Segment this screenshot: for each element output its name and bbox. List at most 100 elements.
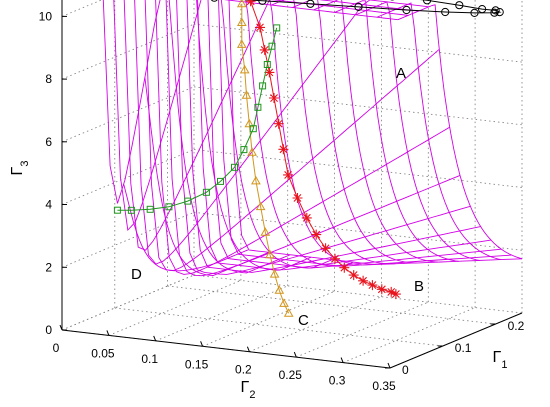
surface-line — [229, 0, 354, 267]
x-tick-label: 0 — [402, 363, 409, 377]
grid-line — [202, 290, 335, 347]
data-point-b — [376, 284, 387, 295]
y-tick-label: 0.2 — [235, 363, 252, 377]
data-point-d — [263, 61, 271, 68]
grid-line — [167, 285, 496, 325]
curve-label-d: D — [131, 266, 142, 283]
data-point-a — [491, 6, 500, 15]
grid-line — [108, 280, 242, 336]
data-point-c — [279, 298, 289, 307]
grid-line — [61, 149, 195, 205]
y-axis-line — [61, 329, 391, 369]
grid-line — [342, 307, 476, 363]
data-point-d — [240, 146, 248, 154]
z-tick-label: 8 — [45, 72, 52, 86]
surface-line — [123, 184, 249, 272]
x-axis-line — [389, 312, 523, 369]
surface-line — [197, 0, 492, 271]
data-point-b — [311, 229, 322, 240]
surface-line — [292, 0, 417, 264]
grid-line — [249, 296, 382, 353]
data-point-a — [354, 2, 363, 11]
grid-line — [193, 86, 523, 126]
z-axis-title: Γ3 — [9, 161, 31, 176]
data-point-d — [127, 206, 135, 214]
trajectories — [113, 0, 504, 317]
grid-line — [155, 285, 288, 342]
data-point-b — [269, 93, 279, 103]
data-point-d — [146, 205, 154, 213]
data-point-d — [165, 203, 173, 211]
data-point-b — [245, 0, 256, 7]
data-point-a — [306, 0, 315, 8]
y-tick-label: 0.15 — [185, 357, 209, 371]
z-tick-label: 2 — [45, 260, 52, 274]
data-point-c — [236, 0, 247, 8]
data-point-a — [258, 0, 267, 5]
data-point-c — [247, 147, 257, 156]
data-point-c — [274, 285, 285, 294]
data-point-c — [265, 249, 275, 259]
data-point-d — [249, 125, 257, 133]
surface-line — [168, 0, 291, 274]
data-point-c — [244, 118, 255, 128]
data-point-a — [423, 0, 432, 5]
data-point-d — [259, 82, 267, 90]
grid-line — [61, 0, 103, 17]
data-point-c — [241, 90, 252, 99]
grid-line — [61, 23, 195, 80]
y-tick-label: 0.25 — [279, 368, 303, 382]
surface-line — [271, 0, 396, 265]
data-point-d — [273, 24, 281, 32]
y-tick-mark — [200, 341, 204, 347]
data-point-d — [268, 42, 276, 50]
data-point-c — [251, 175, 261, 185]
grid-line — [296, 301, 429, 358]
surface-line — [397, 4, 523, 260]
y-tick-mark — [293, 351, 297, 358]
grid-line — [114, 307, 443, 347]
data-point-d — [217, 177, 224, 185]
axes-box — [59, 0, 523, 369]
data-point-b — [259, 44, 270, 55]
data-point-b — [348, 270, 359, 281]
y-tick-mark — [340, 357, 344, 363]
data-point-a — [478, 5, 487, 14]
z-tick-label: 4 — [45, 198, 52, 212]
surface-line — [144, 77, 270, 276]
surface-line — [376, 2, 501, 261]
data-point-d — [231, 163, 238, 171]
surface-line — [196, 0, 312, 271]
data-point-c — [236, 39, 247, 48]
curve-label-c: C — [298, 312, 309, 329]
surface-line — [218, 0, 512, 267]
data-point-d — [184, 197, 192, 205]
data-point-c — [269, 269, 280, 278]
y-tick-label: 0.35 — [372, 379, 396, 393]
series-line-d — [117, 27, 278, 211]
data-point-a — [441, 7, 450, 17]
x-tick-label: 0.2 — [508, 319, 525, 333]
surface-line — [355, 1, 480, 261]
data-point-d — [113, 206, 121, 214]
data-point-b — [330, 253, 340, 264]
data-point-b — [278, 144, 289, 155]
data-point-c — [236, 17, 247, 26]
series-line-a — [242, 0, 502, 14]
surface-line — [123, 0, 419, 251]
data-point-b — [320, 243, 331, 254]
surface-line — [313, 0, 438, 263]
data-point-c — [283, 308, 294, 317]
y-tick-mark — [246, 346, 250, 352]
data-point-b — [255, 22, 265, 33]
grid-line — [193, 274, 523, 314]
data-point-b — [367, 280, 378, 291]
data-point-b — [358, 275, 369, 286]
z-tick-label: 0 — [45, 323, 52, 337]
grid-line — [61, 211, 195, 268]
y-tick-mark — [59, 324, 63, 331]
data-point-a — [210, 0, 218, 2]
tick-labels: 0 2 4 6 8 10 0 0.05 0.1 0.15 0.2 0.25 0.3 0.35 0 0.1 0.2 — [39, 9, 525, 393]
data-point-c — [239, 64, 250, 74]
data-point-b — [273, 118, 284, 129]
